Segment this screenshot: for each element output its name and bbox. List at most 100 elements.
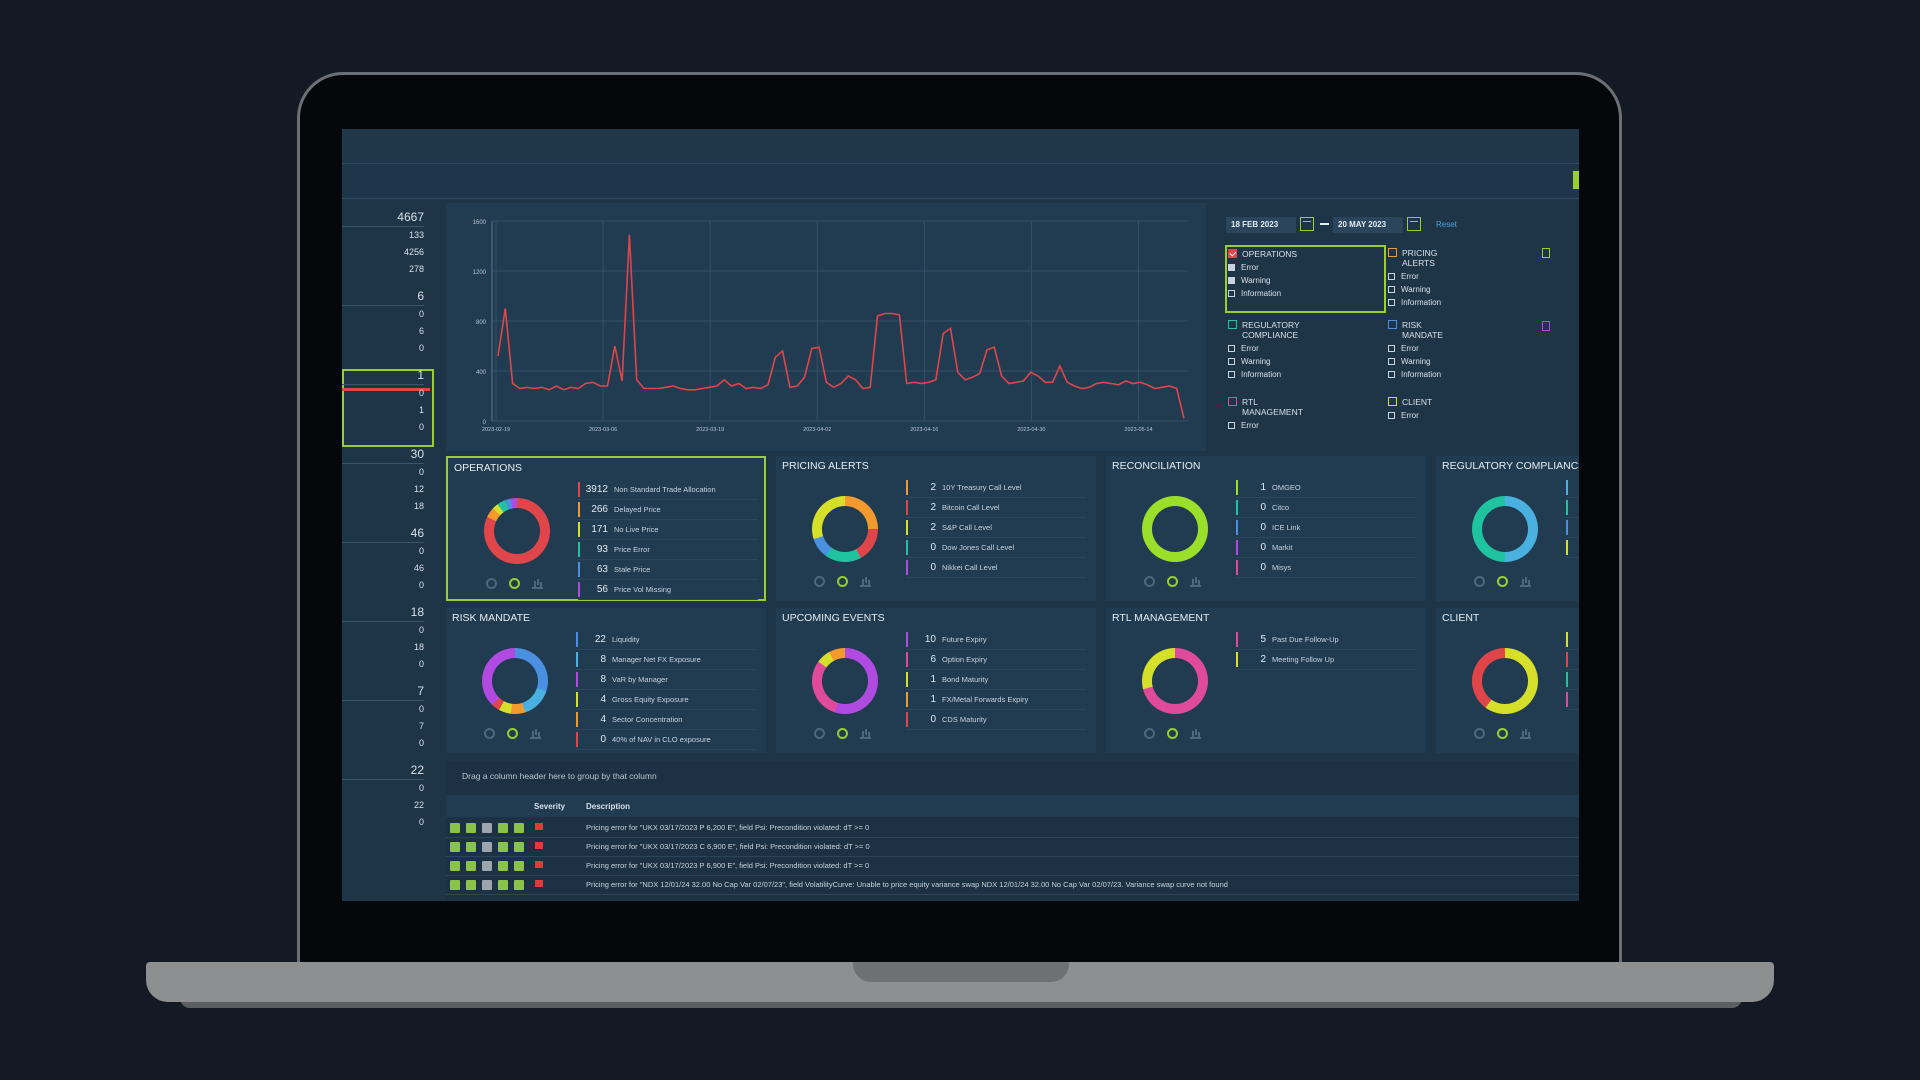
reset-link[interactable]: Reset [1436,220,1457,229]
severity-checkbox[interactable] [1228,358,1235,365]
sidebar-subcount[interactable]: 6 [418,326,424,336]
donut-view-icon[interactable] [1497,728,1508,739]
sidebar-subcount[interactable]: 0 [418,546,424,556]
sidebar-subcount[interactable]: 278 [408,264,424,274]
green-indicator-tab[interactable] [1573,171,1579,189]
metric-row[interactable]: 63 Stale Price [578,560,758,580]
donut-chart[interactable] [1142,648,1208,714]
severity-filter-option[interactable]: Error [1228,421,1368,430]
metric-row[interactable]: 5 Past Due Follow-Up [1236,630,1416,650]
refresh-action-icon[interactable] [450,861,460,871]
bar-chart-icon[interactable] [1190,728,1201,739]
metric-row[interactable]: 3912 Non Standard Trade Allocation [578,480,758,500]
metric-row[interactable]: 0 Nikkei Call Level [906,558,1086,578]
refresh-icon[interactable] [1474,728,1485,739]
severity-filter-option[interactable]: Error [1388,272,1528,281]
severity-filter-option[interactable]: Information [1388,298,1528,307]
refresh-icon[interactable] [484,728,495,739]
severity-filter-option[interactable]: Warning [1228,357,1368,366]
acknowledge-icon[interactable] [466,861,476,871]
sidebar-group-total[interactable]: 7 [417,684,424,698]
resolve-icon[interactable] [514,861,524,871]
acknowledge-icon[interactable] [466,880,476,890]
metric-row[interactable]: 2 S&P Call Level [906,518,1086,538]
metric-row[interactable]: 4 Gross Equity Exposure [576,690,756,710]
sidebar-group-total[interactable]: 22 [410,763,424,777]
assign-icon[interactable] [498,823,508,833]
severity-checkbox[interactable] [1228,290,1235,297]
donut-view-icon[interactable] [837,728,848,739]
column-description[interactable]: Description [586,802,631,811]
severity-filter-option[interactable]: Warning [1228,276,1368,285]
metric-row[interactable] [1566,538,1579,558]
note-icon[interactable] [482,842,492,852]
donut-chart[interactable] [812,648,878,714]
severity-checkbox[interactable] [1228,277,1235,284]
sidebar-subcount[interactable]: 0 [418,738,424,748]
table-row[interactable]: Pricing error for "UKX 03/17/2023 P 6,20… [446,819,1579,838]
refresh-icon[interactable] [814,728,825,739]
severity-checkbox[interactable] [1388,371,1395,378]
severity-checkbox[interactable] [1388,299,1395,306]
metric-row[interactable]: 1 Bond Maturity [906,670,1086,690]
metric-row[interactable]: 6 Option Expiry [906,650,1086,670]
category-card[interactable]: UPCOMING EVENTS 10 Future Expiry 6 Option Ex… [776,608,1096,753]
donut-chart[interactable] [1472,648,1538,714]
severity-checkbox[interactable] [1228,371,1235,378]
metric-row[interactable]: 8 VaR by Manager [576,670,756,690]
severity-filter-option[interactable]: Error [1228,263,1368,272]
category-card[interactable]: RECONCILIATION 1 OMGEO 0 Citco 0 ICE Link 0 Mark… [1106,456,1426,601]
severity-filter-option[interactable]: Warning [1388,357,1528,366]
category-card[interactable]: RISK MANDATE 22 Liquidity 8 Manager Net FX E… [446,608,766,753]
metric-row[interactable] [1566,498,1579,518]
refresh-action-icon[interactable] [450,842,460,852]
sidebar-subcount[interactable]: 18 [413,501,424,511]
refresh-action-icon[interactable] [450,823,460,833]
resolve-icon[interactable] [514,880,524,890]
sidebar-selected-group[interactable] [342,369,434,447]
metric-row[interactable]: 2 Meeting Follow Up [1236,650,1416,670]
severity-filter-option[interactable]: Error [1388,411,1528,420]
severity-checkbox[interactable] [1228,422,1235,429]
metric-row[interactable]: 4 Sector Concentration [576,710,756,730]
metric-row[interactable]: 8 Manager Net FX Exposure [576,650,756,670]
category-checkbox[interactable] [1388,248,1397,257]
metric-row[interactable] [1566,650,1579,670]
extra-filter-box-2[interactable] [1542,321,1550,331]
severity-filter-option[interactable]: Information [1228,289,1368,298]
metric-row[interactable]: 2 Bitcoin Call Level [906,498,1086,518]
metric-row[interactable]: 0 Dow Jones Call Level [906,538,1086,558]
metric-row[interactable] [1566,478,1579,498]
metric-row[interactable]: 0 Misys [1236,558,1416,578]
assign-icon[interactable] [498,861,508,871]
sidebar-subcount[interactable]: 7 [418,721,424,731]
category-card[interactable]: REGULATORY COMPLIANCE [1436,456,1579,601]
donut-view-icon[interactable] [1497,576,1508,587]
severity-checkbox[interactable] [1388,345,1395,352]
donut-view-icon[interactable] [1167,728,1178,739]
metric-row[interactable]: 171 No Live Price [578,520,758,540]
resolve-icon[interactable] [514,842,524,852]
category-checkbox[interactable] [1228,249,1237,258]
metric-row[interactable]: 22 Liquidity [576,630,756,650]
category-checkbox[interactable] [1388,397,1397,406]
metric-row[interactable]: 0 Citco [1236,498,1416,518]
refresh-icon[interactable] [486,578,497,589]
refresh-icon[interactable] [1474,576,1485,587]
sidebar-subcount[interactable]: 22 [413,800,424,810]
sidebar-subcount[interactable]: 133 [408,230,424,240]
table-row[interactable]: Pricing error for "UKX 03/17/2023 P 6,90… [446,857,1579,876]
table-row[interactable]: Pricing error for "UKX 03/17/2023 C 6,90… [446,838,1579,857]
sidebar-subcount[interactable]: 18 [413,642,424,652]
donut-view-icon[interactable] [509,578,520,589]
donut-view-icon[interactable] [837,576,848,587]
severity-checkbox[interactable] [1388,273,1395,280]
sidebar-subcount[interactable]: 0 [418,659,424,669]
category-card[interactable]: RTL MANAGEMENT 5 Past Due Follow-Up 2 Meetin… [1106,608,1426,753]
donut-chart[interactable] [484,498,550,564]
category-checkbox[interactable] [1228,397,1237,406]
donut-chart[interactable] [1142,496,1208,562]
sidebar-subcount[interactable]: 0 [418,783,424,793]
sidebar-group-total[interactable]: 30 [410,447,424,461]
category-checkbox[interactable] [1388,320,1397,329]
